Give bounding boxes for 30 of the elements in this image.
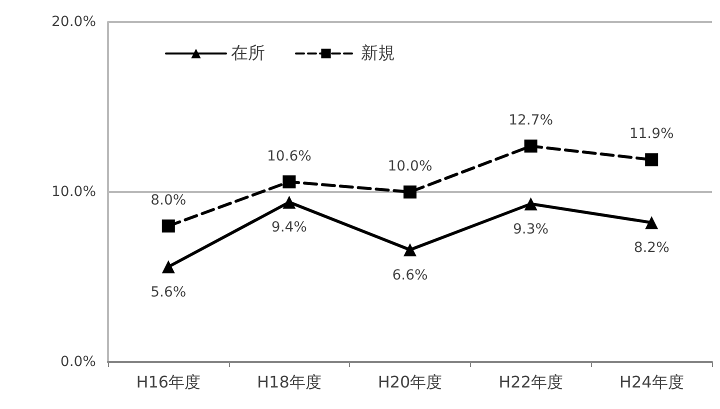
data-label: 6.6%: [392, 267, 428, 284]
data-label: 11.9%: [629, 126, 674, 142]
data-label: 10.6%: [266, 148, 312, 164]
x-tick-label: H24年度: [619, 372, 684, 392]
data-label: 9.4%: [271, 220, 307, 236]
point: [162, 220, 175, 232]
point: [404, 186, 416, 198]
data-label: 10.0%: [388, 158, 432, 174]
x-tick-label: H22年度: [498, 372, 563, 392]
x-tick-label: H18年度: [257, 372, 322, 392]
data-label: 9.3%: [513, 221, 549, 238]
data-label: 8.2%: [634, 240, 670, 256]
point: [524, 197, 538, 210]
point: [524, 140, 538, 153]
y-tick-label: 10.0%: [52, 184, 96, 200]
data-label: 5.6%: [150, 284, 186, 300]
point: [282, 175, 296, 188]
point: [282, 196, 296, 209]
x-tick-label: H16年度: [136, 372, 201, 392]
point: [404, 243, 416, 256]
legend-label: 在所: [231, 44, 265, 64]
y-tick-label: 20.0%: [52, 14, 96, 30]
point: [645, 153, 658, 166]
point: [645, 216, 658, 230]
data-label: 12.7%: [508, 112, 554, 129]
data-label: 8.0%: [150, 192, 186, 208]
point: [162, 260, 175, 274]
y-tick-label: 0.0%: [60, 354, 96, 370]
legend-label: 新規: [361, 44, 395, 64]
x-tick-label: H20年度: [378, 372, 442, 392]
